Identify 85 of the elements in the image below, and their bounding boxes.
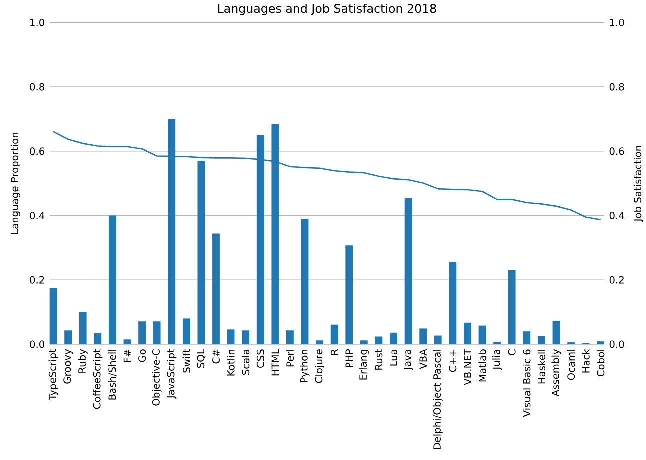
x-tick-label: Bash/Shell [108,350,117,400]
x-tick-label: Matlab [478,350,486,382]
y2-tick-label: 0.6 [610,148,624,156]
bar [420,328,428,344]
bar [227,330,235,344]
x-tick-label: C [508,350,516,356]
bar [464,322,472,344]
x-tick-label: Hack [582,349,590,373]
x-tick-label: Ruby [78,349,88,373]
x-tick-label: PHP [346,349,353,368]
y2-tick-label: 0.0 [610,340,624,348]
bar [449,262,457,344]
bar [153,322,161,344]
x-tick-label: SQL [197,349,206,368]
y2-axis-title: Job Satisfaction [634,146,644,222]
bar [94,334,102,344]
y2-tick-label: 1.0 [610,18,624,26]
bar [301,218,309,344]
x-tick-label: Rust [375,349,383,370]
bar [109,216,116,344]
x-tick-label: Scala [242,350,250,376]
x-tick-label: Julia [492,350,502,370]
bar [404,198,412,344]
bar [138,322,146,344]
x-tick-label: Clojure [315,350,325,384]
bar [538,336,546,344]
x-tick-label: CSS [256,350,264,368]
bar [124,340,132,344]
bar [198,161,206,344]
x-tick-label: C# [212,350,220,364]
chart-title: Languages and Job Satisfaction 2018 [218,4,436,16]
y-tick-label: 0.2 [30,276,44,284]
x-tick-label: R [331,349,338,356]
x-tick-label: Haskell [538,350,546,384]
bar [597,342,605,344]
bar [242,330,250,344]
y-tick-label: 1.0 [30,18,45,26]
bar [346,246,354,344]
y-tick-label: 0.4 [30,212,45,220]
bar [523,332,531,344]
x-tick-label: Lua [390,350,398,366]
bar [375,336,383,344]
x-tick-label: VB.NET [464,349,472,386]
y2-tick-label: 0.4 [610,212,624,220]
bar [182,318,190,344]
x-tick-label: Kotlin [227,350,235,376]
bar [552,321,560,344]
x-tick-label: Assembly [552,349,562,397]
x-tick-label: C++ [449,350,457,372]
x-tick-label: Cobol [597,350,605,377]
x-tick-label: TypeScript [48,349,58,400]
x-tick-label: Visual Basic 6 [523,350,531,418]
y2-tick-label: 0.8 [610,83,624,91]
x-tick-label: Erlang [359,350,369,380]
bar [360,340,368,344]
y-tick-label: 0.8 [30,83,44,91]
bar [212,234,220,344]
y-axis-title: Language Proportion [10,133,20,234]
x-tick-label: HTML [272,349,280,376]
x-tick-label: CoffeeScript [93,349,103,410]
x-tick-label: Python [300,350,310,382]
x-tick-label: Ocaml [567,350,576,380]
bar [50,288,58,344]
x-tick-label: Groovy [64,349,73,384]
x-tick-label: Objective-C [152,350,162,406]
bar [79,312,87,344]
bar [434,336,442,344]
bar [508,270,516,344]
y-tick-label: 0.0 [30,340,45,348]
y2-tick-label: 0.2 [610,276,624,284]
x-tick-label: Delphi/Object Pascal [433,350,443,450]
x-tick-label: JavaScript [167,349,177,400]
x-tick-label: F# [124,350,132,362]
bar [330,324,338,344]
x-tick-label: VBA [420,349,427,370]
bar [286,330,294,344]
bar [316,340,324,344]
x-tick-label: Swift [182,349,190,373]
bar [390,332,398,344]
bar [478,326,486,344]
y-tick-label: 0.6 [30,148,45,156]
x-tick-label: Go [138,350,146,362]
x-tick-label: Perl [286,350,294,367]
x-tick-label: Java [404,350,414,370]
bar [64,330,72,344]
